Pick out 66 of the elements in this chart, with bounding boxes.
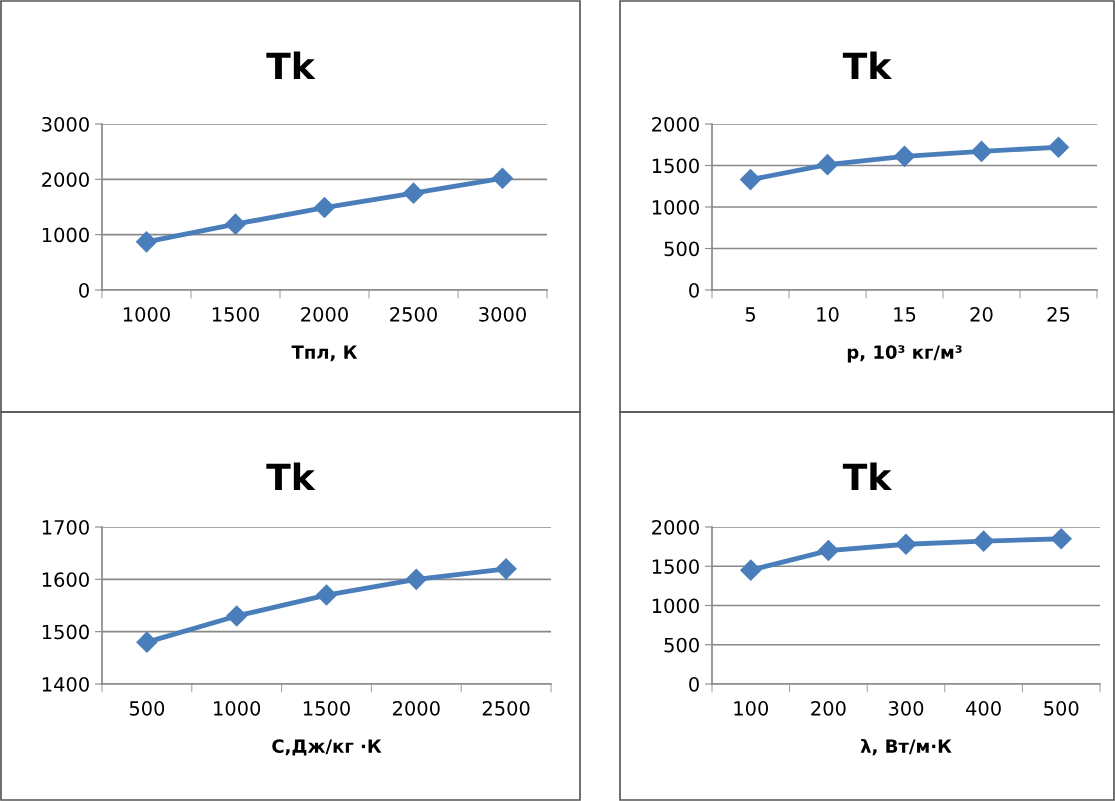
- x-tick-label: 10: [817, 307, 839, 322]
- y-tick-label: 0: [689, 282, 699, 298]
- x-tick-label: 500: [1044, 701, 1079, 716]
- point: [226, 605, 248, 627]
- chart-title: Tk: [842, 462, 893, 490]
- point: [224, 213, 247, 235]
- y-tick-label: 1700: [42, 519, 89, 535]
- x-tick-label: 100: [734, 701, 769, 716]
- point: [315, 584, 338, 606]
- x-tick-label: 2000: [392, 701, 440, 716]
- y-tick-label: 2000: [652, 519, 699, 535]
- x-tick-label: 2500: [482, 701, 530, 716]
- x-tick-label: 500: [129, 701, 165, 716]
- y-tick-label: 500: [664, 637, 699, 653]
- point: [816, 154, 839, 176]
- x-tick-label: 20: [970, 307, 993, 322]
- point: [495, 558, 517, 580]
- point: [1047, 136, 1070, 158]
- x-tick-label: 25: [1047, 307, 1070, 322]
- x-tick-label: 400: [965, 701, 1001, 716]
- point: [405, 568, 427, 590]
- x-axis-title: р, 10³ кг/м³: [847, 345, 962, 363]
- point: [402, 182, 425, 204]
- x-tick-label: 1500: [303, 701, 350, 716]
- x-tick-label: 1500: [212, 307, 259, 322]
- x-tick-label: 200: [811, 701, 846, 716]
- x-axis-title: λ, Вт/м·К: [860, 738, 952, 756]
- y-tick-label: 3000: [42, 116, 89, 132]
- x-tick-label: 1000: [123, 307, 170, 322]
- y-tick-label: 1500: [652, 559, 699, 574]
- x-axis-title: С,Дж/кг ·К: [272, 739, 382, 756]
- x-tick-label: 5: [745, 307, 755, 322]
- y-tick-label: 1600: [42, 572, 89, 587]
- point: [893, 145, 916, 167]
- y-tick-label: 1000: [652, 598, 699, 614]
- point: [135, 231, 158, 253]
- y-tick-label: 2000: [42, 172, 89, 187]
- x-axis-title: Тпл, К: [291, 345, 358, 362]
- chart-title: Tk: [266, 51, 316, 79]
- point: [313, 197, 336, 219]
- point: [491, 167, 514, 189]
- x-tick-label: 300: [888, 701, 924, 716]
- x-tick-label: 3000: [479, 307, 526, 322]
- y-tick-label: 1400: [42, 676, 89, 692]
- point: [1050, 528, 1072, 550]
- y-tick-label: 0: [79, 282, 89, 298]
- point: [970, 140, 993, 162]
- y-tick-label: 1000: [652, 199, 699, 215]
- x-tick-label: 1000: [214, 701, 261, 716]
- point: [740, 559, 762, 581]
- y-tick-label: 1000: [42, 227, 89, 243]
- chart-title: Tk: [842, 51, 893, 79]
- point: [817, 540, 839, 562]
- y-tick-label: 0: [689, 676, 699, 692]
- point: [136, 631, 158, 653]
- point: [973, 530, 995, 552]
- y-tick-label: 1500: [42, 624, 89, 640]
- chart-title: Tk: [266, 462, 316, 490]
- x-tick-label: 2500: [390, 307, 437, 322]
- y-tick-label: 1500: [652, 158, 699, 174]
- point: [739, 169, 762, 191]
- x-tick-label: 2000: [301, 307, 348, 322]
- y-tick-label: 500: [664, 241, 699, 257]
- x-tick-label: 15: [894, 307, 916, 322]
- point: [895, 533, 917, 555]
- y-tick-label: 2000: [652, 116, 699, 132]
